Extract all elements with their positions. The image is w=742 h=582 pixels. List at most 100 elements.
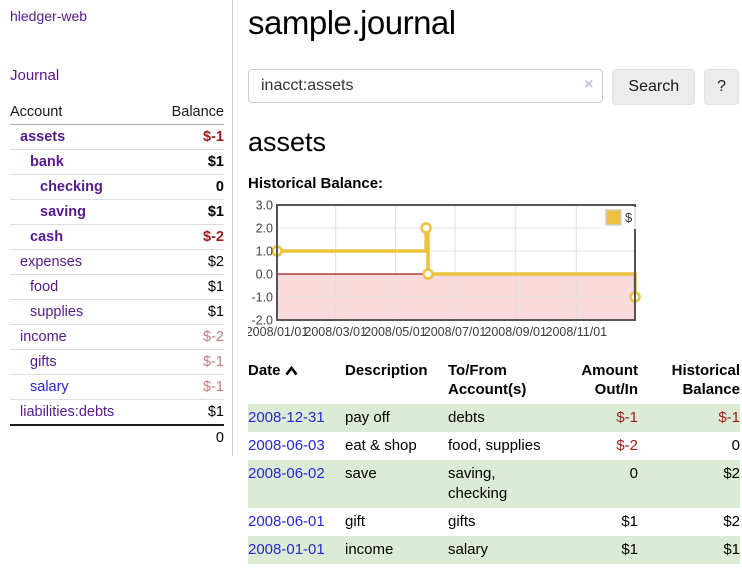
transaction-balance: 0 <box>731 437 740 454</box>
y-axis-tick-label: 1.0 <box>256 245 273 259</box>
transaction-description: save <box>345 465 377 482</box>
account-row: income $-2 <box>10 324 224 350</box>
transaction-amount: $-1 <box>616 409 638 426</box>
data-point-marker <box>420 222 432 234</box>
transaction-amount: $1 <box>621 513 638 530</box>
transaction-date-link[interactable]: 2008-06-03 <box>248 437 325 454</box>
account-row: gifts $-1 <box>10 349 224 375</box>
historical-balance-chart: $3.0 2.0 1.0 0.0 -1.0 -2.02008/01/012008/03/0… <box>248 199 642 339</box>
account-row: saving $1 <box>10 199 224 225</box>
register-col-amount: Amount Out/In <box>581 362 638 398</box>
account-link[interactable]: supplies <box>30 304 84 320</box>
account-link[interactable]: liabilities:debts <box>20 404 115 420</box>
y-axis-tick-label: 3.0 <box>256 199 273 213</box>
account-balance: $1 <box>207 404 224 420</box>
transaction-date-link[interactable]: 2008-12-31 <box>248 409 325 426</box>
transaction-amount: 0 <box>629 465 638 482</box>
register-row: 2008-06-02 save saving, checking 0 $2 <box>248 460 740 508</box>
x-axis-tick-label: 2008/01/01 <box>248 325 308 339</box>
account-balance: $1 <box>152 149 224 175</box>
page-title: sample.journal <box>248 4 456 41</box>
y-axis-tick-label: 2.0 <box>256 222 273 236</box>
account-link[interactable]: checking <box>40 179 103 195</box>
help-button[interactable]: ? <box>704 69 739 105</box>
account-link[interactable]: gifts <box>30 354 57 370</box>
account-link[interactable]: saving <box>40 204 86 220</box>
account-balance: 0 <box>152 174 224 200</box>
app-layout: hledger-web Journal Account Balance asse… <box>0 0 742 564</box>
app-brand-link[interactable]: hledger-web <box>10 8 88 24</box>
accounts-col-account: Account <box>10 100 153 125</box>
transaction-balance: $1 <box>723 541 740 558</box>
account-row: supplies $1 <box>10 299 224 325</box>
x-axis-tick-label: 2008/09/01 <box>484 325 547 339</box>
register-col-accounts: To/From Account(s) <box>448 362 527 398</box>
y-axis-tick-label: -2.0 <box>251 314 273 328</box>
transaction-description: eat & shop <box>345 437 417 454</box>
account-balance: $-2 <box>152 324 224 350</box>
chart-border <box>276 204 636 321</box>
account-row: checking 0 <box>10 174 224 200</box>
account-balance: $1 <box>152 274 224 300</box>
y-axis-tick-label: 0.0 <box>256 268 273 282</box>
accounts-table: Account Balance assets $-1 bank $1 checking 0… <box>10 100 224 450</box>
x-axis-tick-label: 2008/05/01 <box>364 325 427 339</box>
account-balance: $-1 <box>152 124 224 150</box>
account-row: salary $-1 <box>10 374 224 400</box>
main-content: sample.journal × Search ? assets Histori… <box>233 0 742 564</box>
account-balance: $1 <box>152 199 224 225</box>
search-button[interactable]: Search <box>612 69 696 105</box>
transaction-balance: $-1 <box>718 409 740 426</box>
transaction-description: gift <box>345 513 366 530</box>
account-balance: $-2 <box>152 224 224 250</box>
account-balance: $-1 <box>152 349 224 375</box>
account-row: bank $1 <box>10 149 224 175</box>
transaction-date-link[interactable]: 2008-01-01 <box>248 541 325 558</box>
register-row: 2008-06-03 eat & shop food, supplies $-2 0 <box>248 432 740 460</box>
account-link[interactable]: cash <box>30 229 64 245</box>
account-link[interactable]: assets <box>20 129 66 145</box>
y-axis-tick-label: -1.0 <box>251 291 273 305</box>
clear-search-icon[interactable]: × <box>584 76 594 93</box>
account-row: liabilities:debts $1 <box>10 400 224 426</box>
account-link[interactable]: income <box>20 329 67 345</box>
transaction-description: pay off <box>345 409 390 426</box>
register-row: 2008-12-31 pay off debts $-1 $-1 <box>248 404 740 432</box>
account-link[interactable]: expenses <box>20 254 83 270</box>
transaction-balance: $2 <box>723 465 740 482</box>
account-link[interactable]: food <box>30 279 59 295</box>
register-col-description: Description <box>345 362 428 379</box>
account-row: expenses $2 <box>10 249 224 275</box>
search-input[interactable] <box>248 69 604 103</box>
account-link[interactable]: bank <box>30 154 64 170</box>
transaction-accounts: debts <box>448 409 485 426</box>
sidebar: hledger-web Journal Account Balance asse… <box>0 0 233 456</box>
account-balance: $2 <box>152 249 224 275</box>
x-axis-tick-label: 2008/11/01 <box>546 325 608 339</box>
transaction-date-link[interactable]: 2008-06-01 <box>248 513 325 530</box>
accounts-total-value: 0 <box>152 424 224 450</box>
transaction-accounts: salary <box>448 541 489 558</box>
legend-swatch <box>605 209 622 226</box>
accounts-total-row: 0 <box>10 424 224 450</box>
transaction-description: income <box>345 541 394 558</box>
sort-ascending-icon <box>284 365 298 376</box>
transaction-amount: $-2 <box>616 437 638 454</box>
accounts-table-header: Account Balance <box>10 100 224 125</box>
account-heading: assets <box>248 127 327 157</box>
account-row: cash $-2 <box>10 224 224 250</box>
transaction-accounts: gifts <box>448 513 476 530</box>
accounts-col-balance: Balance <box>152 100 224 125</box>
register-table: Date Description To/From Account(s) Amou… <box>248 359 740 564</box>
accounts-total-spacer <box>10 424 153 450</box>
account-row: food $1 <box>10 274 224 300</box>
register-row: 2008-01-01 income salary $1 $1 <box>248 536 740 564</box>
register-row: 2008-06-01 gift gifts $1 $2 <box>248 508 740 536</box>
account-link[interactable]: salary <box>30 379 69 395</box>
account-balance: $1 <box>152 299 224 325</box>
register-col-date[interactable]: Date <box>248 359 345 404</box>
sidebar-item-journal[interactable]: Journal <box>10 67 60 84</box>
legend-label: $ <box>625 210 633 225</box>
account-row: assets $-1 <box>10 124 224 150</box>
transaction-date-link[interactable]: 2008-06-02 <box>248 465 325 482</box>
